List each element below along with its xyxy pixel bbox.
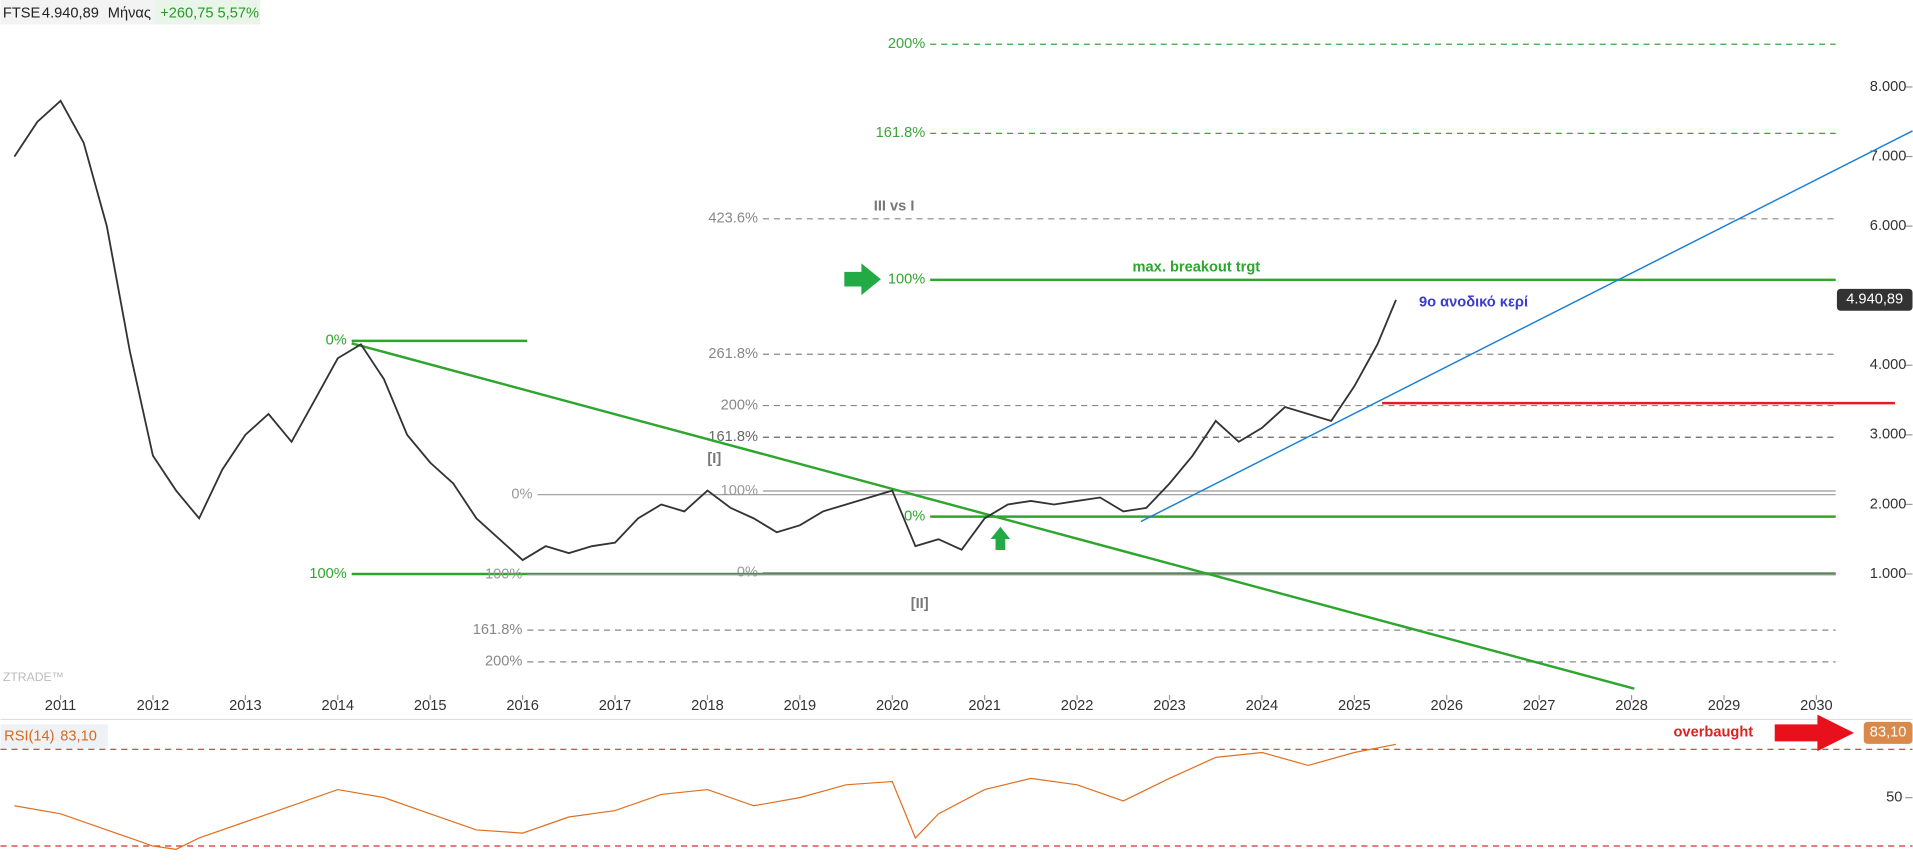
x-tick-label: 2022	[1061, 698, 1094, 714]
y-tick-label: 7.000	[1870, 148, 1907, 164]
rsi-tick-label: 50	[1886, 790, 1902, 806]
rsi-tag	[1863, 721, 1913, 744]
price-line	[13, 99, 1397, 562]
fib-label: 423.6%	[708, 211, 758, 227]
rsi-line	[14, 743, 1397, 850]
y-tick-label: 6.000	[1870, 218, 1907, 234]
x-tick-label: 2027	[1523, 698, 1556, 714]
y-tick-label: 3.000	[1870, 427, 1907, 443]
x-tick-label: 2023	[1153, 698, 1186, 714]
fib-label: 161.8%	[473, 622, 523, 638]
x-tick-label: 2014	[322, 698, 355, 714]
x-tick-label: 2011	[45, 698, 76, 714]
fib-label: 0%	[737, 565, 758, 581]
trendline	[1140, 130, 1913, 523]
x-tick-label: 2028	[1615, 698, 1648, 714]
fib-label: 0%	[326, 333, 347, 349]
fib-label: 161.8%	[876, 125, 926, 141]
annotation: III vs I	[874, 198, 915, 214]
x-tick-label: 2021	[968, 698, 1001, 714]
x-tick-label: 2013	[229, 698, 262, 714]
x-tick-label: 2015	[414, 698, 447, 714]
fib-label: 161.8%	[708, 429, 758, 445]
y-tick-label: 1.000	[1870, 566, 1907, 582]
watermark: ZTRADE™	[3, 670, 64, 684]
annotation: max. breakout trgt	[1133, 260, 1261, 276]
arrow-icon	[1774, 714, 1854, 752]
price-tag-label: 4.940,89	[1846, 292, 1903, 308]
x-tick-label: 2012	[137, 698, 170, 714]
x-tick-label: 2020	[876, 698, 909, 714]
fib-label: 100%	[888, 272, 925, 288]
price-tag	[1836, 288, 1913, 311]
x-tick-label: 2019	[784, 698, 817, 714]
fib-label: 200%	[888, 36, 925, 52]
x-tick-label: 2018	[691, 698, 724, 714]
rsi-header	[0, 724, 108, 749]
fib-label: 100%	[721, 483, 758, 499]
fib-label: 100%	[485, 567, 522, 583]
x-tick-label: 2030	[1800, 698, 1833, 714]
last-price: 4.940,89	[42, 5, 99, 21]
fib-label: 100%	[309, 566, 346, 582]
change-box	[155, 0, 261, 25]
x-tick-label: 2026	[1430, 698, 1463, 714]
fib-label: 200%	[721, 397, 758, 413]
arrow-icon	[844, 263, 881, 296]
rsi-last: 83,10	[60, 728, 97, 744]
fib-label: 0%	[904, 508, 925, 524]
annotation: [I]	[707, 451, 721, 467]
x-tick-label: 2025	[1338, 698, 1371, 714]
rsi-tag-label: 83,10	[1870, 725, 1907, 741]
y-tick-label: 8.000	[1870, 79, 1907, 95]
change: +260,75 5,57%	[160, 5, 259, 21]
fib-label: 261.8%	[708, 346, 758, 362]
symbol: FTSE	[3, 5, 41, 21]
header-box	[0, 0, 157, 25]
x-tick-label: 2029	[1708, 698, 1741, 714]
y-tick-label: 4.000	[1870, 357, 1907, 373]
y-tick-label: 2.000	[1870, 496, 1907, 512]
annotation: 9o ανοδικό κερί	[1419, 295, 1528, 311]
x-tick-label: 2024	[1246, 698, 1279, 714]
x-tick-label: 2016	[506, 698, 539, 714]
fib-label: 200%	[485, 654, 522, 670]
fib-label: 0%	[511, 487, 532, 503]
trendline	[351, 342, 1635, 690]
x-tick-label: 2017	[599, 698, 632, 714]
period: Μήνας	[108, 5, 151, 21]
rsi-note: overbaught	[1674, 725, 1754, 741]
rsi-label: RSI(14)	[4, 728, 54, 744]
annotation: [II]	[911, 596, 929, 612]
